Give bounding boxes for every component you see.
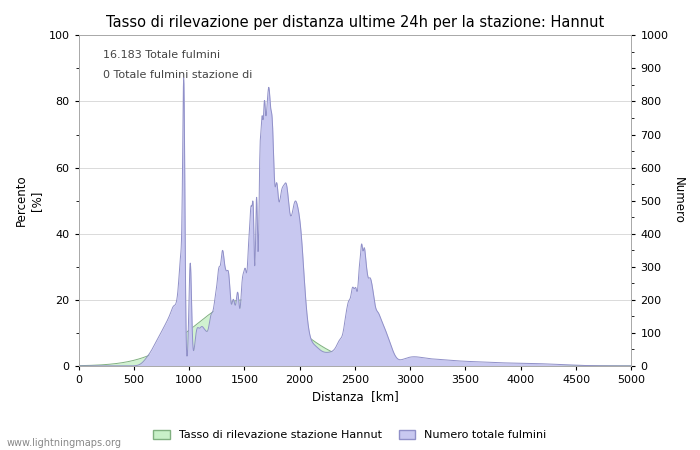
X-axis label: Distanza  [km]: Distanza [km] — [312, 391, 398, 404]
Y-axis label: Percento
[%]: Percento [%] — [15, 175, 43, 226]
Text: www.lightningmaps.org: www.lightningmaps.org — [7, 438, 122, 448]
Text: 0 Totale fulmini stazione di: 0 Totale fulmini stazione di — [104, 70, 253, 80]
Title: Tasso di rilevazione per distanza ultime 24h per la stazione: Hannut: Tasso di rilevazione per distanza ultime… — [106, 15, 604, 30]
Legend: Tasso di rilevazione stazione Hannut, Numero totale fulmini: Tasso di rilevazione stazione Hannut, Nu… — [149, 425, 551, 445]
Y-axis label: Numero: Numero — [672, 177, 685, 224]
Text: 16.183 Totale fulmini: 16.183 Totale fulmini — [104, 50, 220, 60]
